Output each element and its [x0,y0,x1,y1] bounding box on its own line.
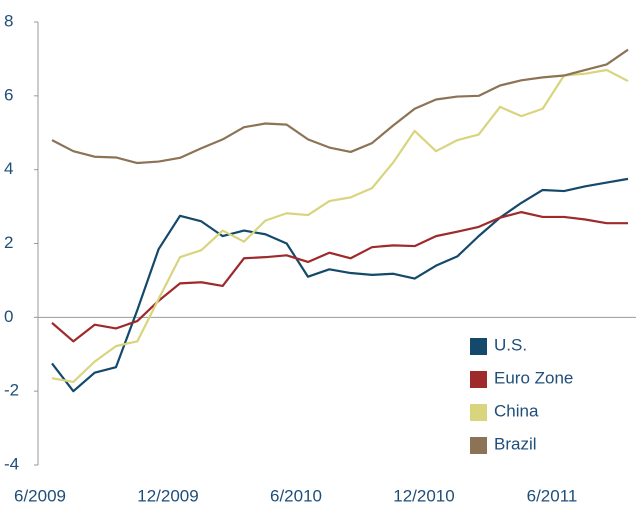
x-tick-label: 6/2011 [527,486,578,505]
x-tick-label: 12/2010 [393,486,454,505]
y-tick-label: 2 [4,233,13,252]
y-tick-label: 8 [4,11,13,30]
series-line [51,68,629,384]
y-tick-label: 6 [4,85,13,104]
legend-label: China [494,401,539,420]
series-line [51,177,629,393]
legend-swatch [470,404,487,421]
legend-label: Brazil [494,434,537,453]
legend-label: U.S. [494,335,527,354]
legend-label: Euro Zone [494,368,573,387]
y-tick-label: 4 [4,159,13,178]
series-line [51,48,629,165]
legend-swatch [470,437,487,454]
y-tick-label: 0 [4,307,13,326]
y-tick-label: -2 [4,381,19,400]
x-tick-label: 6/2009 [14,486,66,505]
x-tick-label: 12/2009 [137,486,198,505]
legend-swatch [470,371,487,388]
y-tick-label: -4 [4,454,19,473]
legend-swatch [470,338,487,355]
series-line [51,211,628,343]
x-tick-label: 6/2010 [270,486,322,505]
